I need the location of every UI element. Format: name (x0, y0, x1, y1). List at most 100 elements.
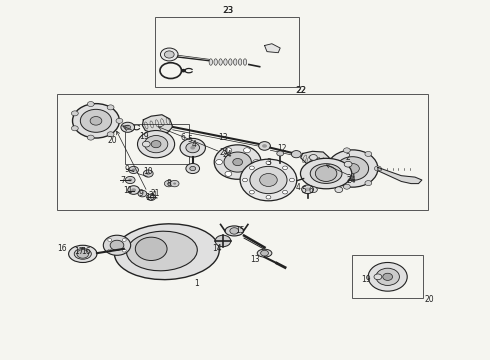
Circle shape (121, 122, 135, 132)
Text: 13: 13 (250, 255, 260, 264)
Circle shape (170, 180, 179, 187)
Text: 10: 10 (144, 167, 153, 176)
Circle shape (107, 132, 114, 137)
Text: 4: 4 (296, 183, 301, 192)
Text: 19: 19 (140, 132, 149, 141)
Bar (57, 94, 428, 211)
Text: 20: 20 (425, 295, 435, 304)
Circle shape (147, 172, 150, 175)
Circle shape (122, 239, 126, 241)
Circle shape (305, 188, 310, 191)
Circle shape (147, 194, 156, 201)
Polygon shape (378, 167, 422, 184)
Circle shape (190, 166, 196, 171)
Circle shape (132, 168, 136, 171)
Circle shape (72, 126, 78, 131)
Circle shape (233, 158, 243, 166)
Circle shape (230, 228, 239, 234)
Text: 2: 2 (345, 153, 350, 162)
Circle shape (302, 185, 314, 194)
Circle shape (72, 111, 78, 116)
Circle shape (343, 148, 350, 153)
Polygon shape (265, 44, 280, 53)
Circle shape (260, 174, 277, 186)
Circle shape (144, 170, 153, 177)
Circle shape (125, 176, 135, 184)
Circle shape (250, 166, 287, 194)
Text: 4: 4 (192, 140, 196, 149)
Circle shape (103, 235, 131, 255)
Text: 17: 17 (74, 247, 84, 256)
Circle shape (345, 163, 359, 174)
Text: 21: 21 (150, 189, 160, 198)
Circle shape (80, 109, 112, 132)
Circle shape (244, 171, 250, 176)
Text: 7: 7 (121, 176, 125, 185)
Circle shape (344, 161, 352, 167)
Circle shape (290, 178, 294, 182)
Circle shape (310, 154, 318, 160)
Circle shape (249, 166, 254, 170)
Circle shape (368, 262, 407, 291)
Text: 19: 19 (361, 275, 371, 284)
Circle shape (253, 159, 260, 165)
Circle shape (327, 150, 378, 187)
Text: 24: 24 (347, 176, 356, 185)
Text: 23: 23 (223, 6, 233, 15)
Circle shape (261, 250, 269, 256)
Ellipse shape (257, 249, 272, 257)
Text: 12: 12 (277, 144, 286, 153)
Circle shape (143, 141, 150, 147)
Polygon shape (143, 115, 172, 134)
Ellipse shape (74, 248, 91, 259)
Circle shape (216, 159, 222, 165)
Circle shape (180, 138, 205, 157)
Circle shape (262, 144, 267, 148)
Circle shape (259, 141, 270, 150)
Circle shape (224, 152, 251, 172)
Text: 21: 21 (148, 190, 158, 199)
Circle shape (129, 166, 139, 174)
Text: 22: 22 (295, 86, 307, 95)
Circle shape (190, 146, 195, 149)
Circle shape (374, 166, 381, 171)
Circle shape (316, 166, 337, 181)
Ellipse shape (135, 237, 167, 261)
Polygon shape (301, 151, 329, 166)
Text: 3: 3 (266, 158, 271, 167)
Circle shape (160, 48, 178, 61)
Circle shape (181, 69, 186, 72)
Circle shape (277, 151, 284, 156)
Ellipse shape (239, 59, 242, 65)
Circle shape (266, 195, 271, 199)
Circle shape (164, 180, 173, 187)
Ellipse shape (310, 164, 342, 183)
Circle shape (283, 190, 288, 194)
Circle shape (173, 183, 176, 185)
Circle shape (116, 118, 123, 123)
Bar (155, 17, 299, 87)
Circle shape (249, 190, 254, 194)
Circle shape (151, 140, 161, 148)
Text: 11: 11 (123, 186, 132, 195)
Text: 13: 13 (218, 133, 228, 142)
Circle shape (186, 163, 199, 174)
Circle shape (283, 166, 288, 170)
Text: 10: 10 (145, 193, 154, 202)
Circle shape (131, 188, 136, 192)
Ellipse shape (209, 59, 213, 65)
Circle shape (108, 239, 112, 241)
Ellipse shape (114, 224, 219, 280)
Text: 24: 24 (219, 148, 229, 157)
Circle shape (138, 190, 147, 197)
Circle shape (326, 174, 333, 179)
Ellipse shape (234, 59, 237, 65)
Ellipse shape (300, 158, 352, 189)
Text: 24: 24 (347, 174, 356, 183)
Circle shape (244, 148, 250, 153)
Circle shape (225, 171, 232, 176)
Circle shape (186, 143, 199, 153)
Text: 15: 15 (235, 226, 245, 235)
Circle shape (107, 105, 114, 110)
Bar (352, 255, 423, 298)
